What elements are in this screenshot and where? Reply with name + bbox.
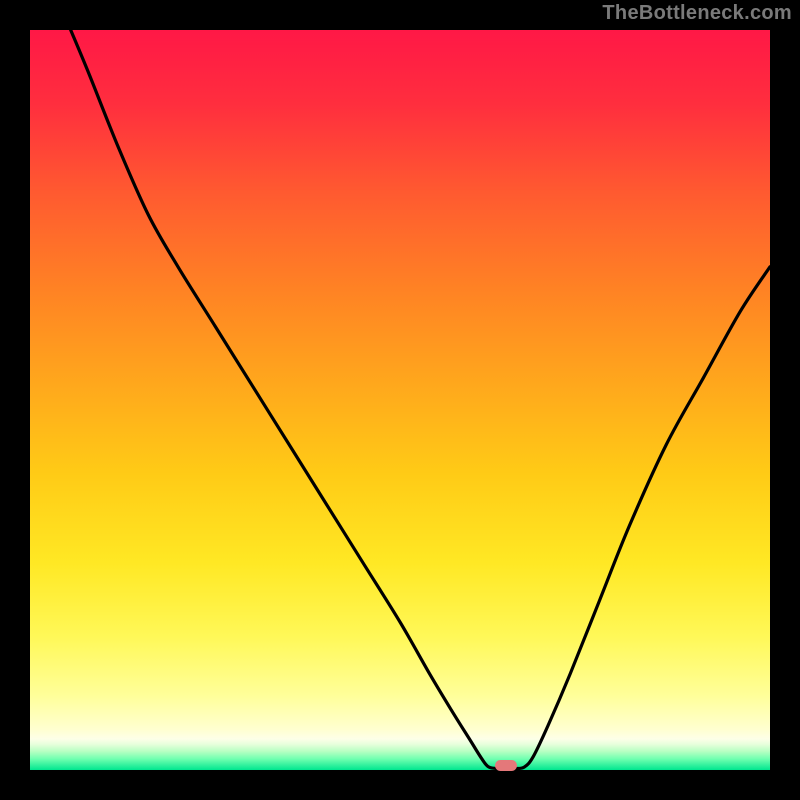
- bottleneck-curve: [30, 30, 770, 770]
- curve-path: [71, 30, 770, 769]
- chart-plot-area: [30, 30, 770, 770]
- optimal-point-marker: [495, 760, 517, 771]
- watermark-text: TheBottleneck.com: [602, 2, 792, 25]
